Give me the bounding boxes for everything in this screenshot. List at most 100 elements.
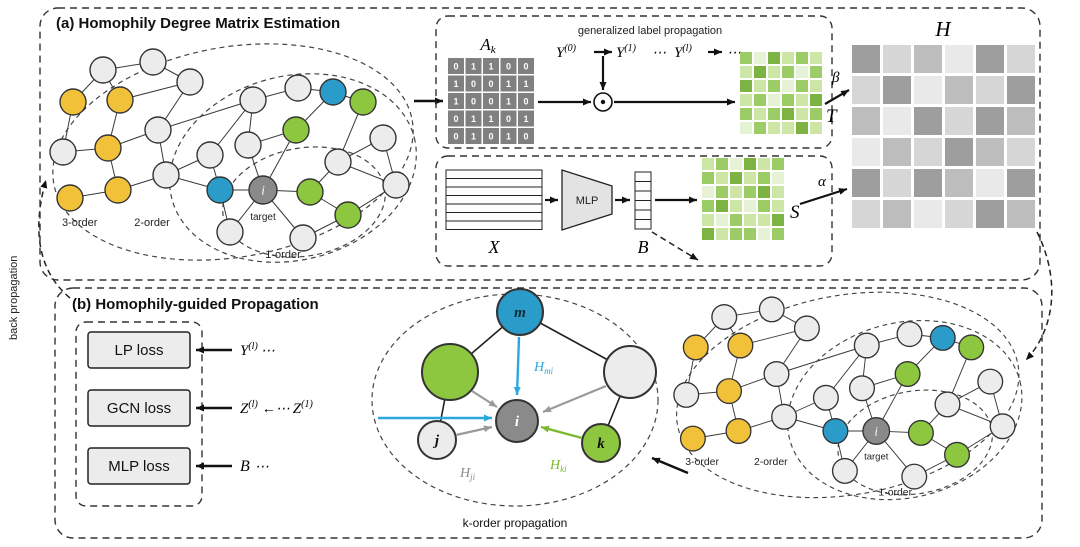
graph-node-green xyxy=(958,334,985,361)
adjacency-value: 0 xyxy=(506,114,511,124)
matrix-cell xyxy=(782,66,794,78)
arrow-gray-neighbor-to-i xyxy=(542,384,607,414)
dots-y2: ⋯ xyxy=(727,46,741,61)
matrix-cell xyxy=(976,200,1004,228)
graph-node-yellow xyxy=(56,184,84,212)
adjacency-value: 1 xyxy=(488,62,493,72)
matrix-cell xyxy=(1007,45,1035,73)
adjacency-value: 1 xyxy=(471,62,476,72)
formula-yl: Y(l) xyxy=(674,43,692,61)
graph-node-gray xyxy=(848,375,876,402)
graph-node-gray xyxy=(234,131,262,159)
dots-y: ⋯ xyxy=(652,46,666,61)
matrix-cell xyxy=(768,94,780,106)
adjacency-cell xyxy=(483,110,499,127)
arrow-green-neighbor-to-i xyxy=(471,390,498,408)
adjacency-value: 0 xyxy=(453,114,458,124)
graph-node-gray xyxy=(284,74,312,102)
matrix-cell xyxy=(772,158,784,170)
graph-node-gray xyxy=(196,141,224,169)
matrix-cell xyxy=(740,80,752,92)
adjacency-cell xyxy=(500,75,517,92)
adjacency-cell xyxy=(500,58,517,74)
adjacency-value: 1 xyxy=(471,114,476,124)
matrix-cell xyxy=(883,76,911,104)
arrow-graph-b-to-korder xyxy=(651,456,689,475)
graph-node-gray xyxy=(896,321,923,348)
formula-b-loss: B ⋯ xyxy=(240,458,269,475)
matrix-cell xyxy=(758,158,770,170)
graph-node-gray xyxy=(216,218,244,246)
graph-node-yellow xyxy=(682,334,709,361)
matrix-cell xyxy=(730,228,742,240)
graph-node-blue xyxy=(929,324,956,351)
matrix-cell xyxy=(716,214,728,226)
symbol-A-sub-k: k xyxy=(491,44,497,56)
arrow-b-to-section-b xyxy=(651,231,699,261)
gcn-loss-label: GCN loss xyxy=(107,400,171,417)
matrix-cell xyxy=(702,200,714,212)
graph-node-yellow xyxy=(679,425,706,452)
graph-node-green xyxy=(282,116,310,144)
stack-cell xyxy=(634,181,652,192)
order-2-ellipse xyxy=(787,319,1023,501)
matrix-cell xyxy=(768,52,780,64)
graph-node-green xyxy=(894,360,921,388)
adjacency-cell xyxy=(500,110,517,127)
adjacency-value: 0 xyxy=(523,132,528,142)
label-propagation-box xyxy=(435,15,833,149)
adjacency-value: 1 xyxy=(488,114,493,124)
adjacency-value: 0 xyxy=(488,79,493,89)
graph-node-yellow xyxy=(106,86,134,114)
matrix-cell xyxy=(945,169,973,197)
mlp-label: MLP xyxy=(576,195,599,207)
arrow-t-to-h xyxy=(824,89,850,105)
adjacency-cell xyxy=(448,128,464,144)
matrix-cell xyxy=(796,122,808,134)
adjacency-cell xyxy=(483,128,499,144)
matrix-cell xyxy=(744,214,756,226)
matrix-cell xyxy=(716,200,728,212)
matrix-cell xyxy=(744,228,756,240)
adjacency-cell xyxy=(465,110,482,127)
matrix-cell xyxy=(782,52,794,64)
graph-node-gray xyxy=(382,171,410,199)
adjacency-cell xyxy=(483,93,499,109)
adjacency-cell xyxy=(448,110,464,127)
matrix-cell xyxy=(730,158,742,170)
order-3-ellipse xyxy=(52,43,414,261)
weight-h-ki: Hki xyxy=(549,458,567,474)
elementwise-product-dot xyxy=(600,99,606,105)
graph-node-gray xyxy=(152,161,180,189)
arrow-j-to-i xyxy=(455,425,493,437)
adjacency-cell xyxy=(518,128,534,144)
adjacency-value: 1 xyxy=(453,79,458,89)
matrix-cell xyxy=(796,108,808,120)
adjacency-cell xyxy=(518,58,534,74)
matrix-cell xyxy=(852,45,880,73)
graph-node-gray xyxy=(89,56,117,84)
adjacency-cell xyxy=(518,110,534,127)
propagation-nodes: m j i k xyxy=(417,288,657,463)
alpha-label: α xyxy=(818,174,827,190)
graph-node-gray xyxy=(176,68,204,96)
matrix-cell xyxy=(852,169,880,197)
section-b: (b) Homophily-guided Propagation LP loss… xyxy=(54,287,1043,539)
propagation-node-j xyxy=(417,420,457,460)
matrix-cell xyxy=(914,138,942,166)
matrix-cell xyxy=(772,228,784,240)
weight-h-mi: Hmi xyxy=(533,360,554,376)
matrix-cell xyxy=(768,66,780,78)
propagation-node-label-k: k xyxy=(597,436,605,452)
matrix-cell xyxy=(754,122,766,134)
matrix-cell xyxy=(976,76,1004,104)
stack-cell xyxy=(634,171,652,182)
mlp-loss-label: MLP loss xyxy=(108,458,169,475)
adjacency-value: 0 xyxy=(523,62,528,72)
stack-cell xyxy=(445,195,543,205)
matrix-cell xyxy=(852,200,880,228)
arrow-h-to-graph-b xyxy=(1025,231,1053,361)
order-3-ellipse xyxy=(676,291,1020,499)
gcn-loss-box xyxy=(87,389,191,427)
matrix-cell xyxy=(883,200,911,228)
